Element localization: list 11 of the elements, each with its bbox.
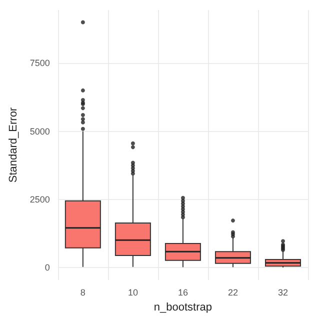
y-axis-title: Standard_Error	[8, 107, 20, 183]
y-tick-label: 7500	[30, 58, 50, 68]
y-tick-label: 0	[44, 262, 50, 273]
x-tick-label: 10	[128, 288, 138, 298]
y-tick-label: 5000	[30, 126, 50, 136]
x-tick-label: 8	[80, 288, 86, 298]
x-tick-label: 32	[278, 288, 288, 298]
x-tick-label: 16	[178, 288, 188, 298]
x-tick-label: 22	[228, 288, 238, 298]
x-axis-title: n_bootstrap	[154, 302, 212, 314]
y-tick-label: 2500	[30, 194, 50, 205]
